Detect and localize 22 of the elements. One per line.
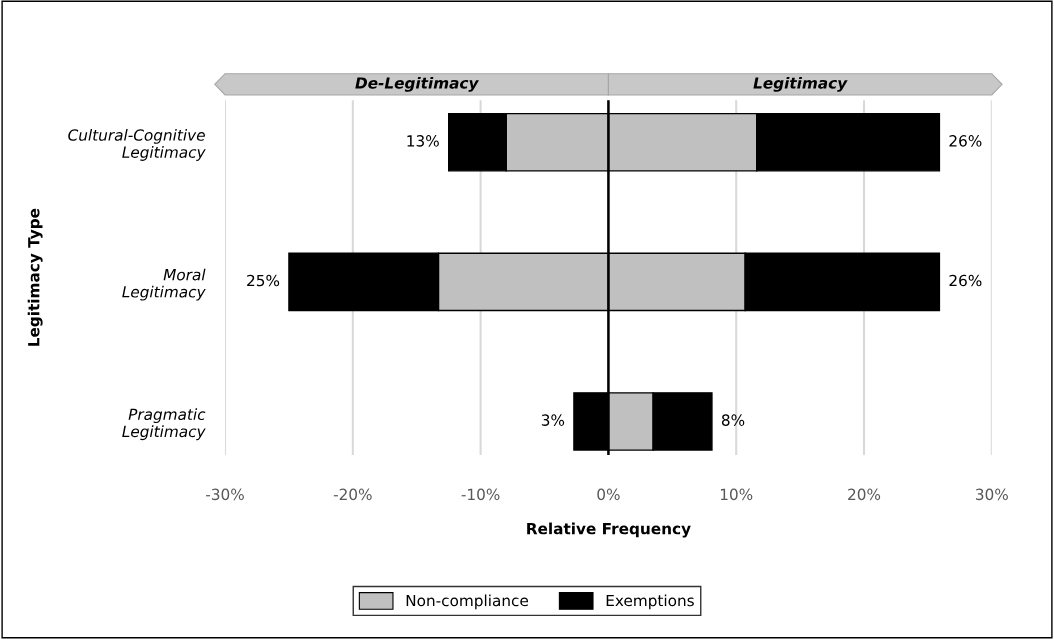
x-tick-label: 0% xyxy=(597,488,620,501)
x-tick-label: -10% xyxy=(461,488,500,501)
legend-label: Exemptions xyxy=(606,594,694,610)
x-tick-label: -30% xyxy=(206,488,244,501)
text: Legitimacy xyxy=(753,76,848,92)
y-tick-label: Pragmatic Legitimacy xyxy=(122,408,206,441)
y-axis-title: Legitimacy Type xyxy=(27,208,43,346)
annotation: 8% xyxy=(721,414,745,426)
annotation: 26% xyxy=(949,274,982,287)
annotation: 3% xyxy=(541,414,565,426)
x-axis-title: Relative Frequency xyxy=(527,522,691,538)
annotation: 26% xyxy=(949,135,982,147)
y-tick-label: Moral Legitimacy xyxy=(122,268,206,301)
annotation: 13% xyxy=(407,135,439,147)
text: De-Legitimacy xyxy=(355,76,479,92)
y-tick-label: Cultural-Cognitive Legitimacy xyxy=(68,129,206,161)
x-tick-label: 20% xyxy=(848,488,881,501)
x-tick-label: 10% xyxy=(720,488,753,501)
x-tick-label: 30% xyxy=(976,488,1008,501)
legend-label: Non-compliance xyxy=(406,594,529,610)
annotation: 25% xyxy=(247,274,280,287)
x-tick-label: -20% xyxy=(333,488,372,501)
